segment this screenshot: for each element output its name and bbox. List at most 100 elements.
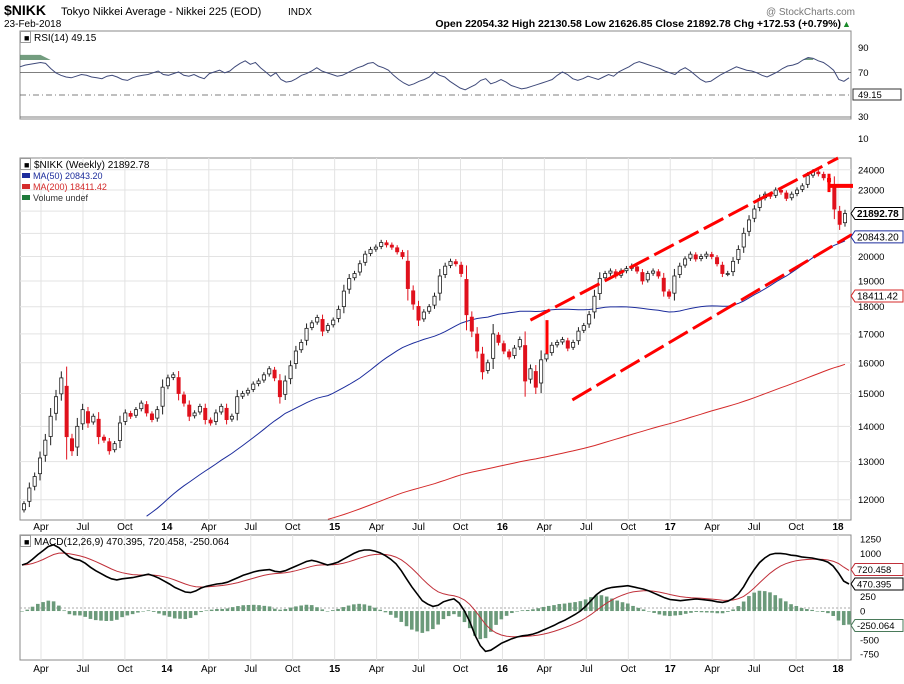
macd-hist-bar [346,605,351,612]
candle-body [336,308,341,319]
price-settings-icon[interactable] [20,158,31,170]
macd-hist-bar [710,611,714,613]
x-tick-label: Oct [621,664,637,675]
candle-body [608,270,613,274]
candle-body [283,380,288,395]
macd-hist-bar [394,611,398,618]
macd-hist-bar [815,611,820,612]
rsi-panel: ■ RSI(14) 49.15 90 70 49.15 30 10 [19,30,902,145]
x-tick-label: Jul [244,664,257,675]
candle-body [432,295,437,306]
macd-hist-bar [172,611,177,619]
x-tick-label: Apr [33,664,49,675]
macd-hist-bar [510,611,514,614]
macd-hist-bar [373,607,377,612]
macd-hist-bar [341,607,346,612]
x-tick-label: 14 [161,522,173,533]
macd-hist-bar [420,611,425,633]
macd-hist-bar [72,611,77,616]
candle-body [405,260,410,289]
candle-body [395,247,400,253]
macd-hist-bar [83,611,88,617]
macd-hist-bar [409,611,414,630]
trend-channel [529,156,853,402]
macd-hist-bar [641,609,646,612]
rsi-tick-90: 90 [858,43,869,54]
macd-hist-bar [78,611,82,616]
price-candles [21,169,848,513]
candle-body [725,273,730,275]
candle-body [789,193,794,199]
macd-hist-bar [841,611,846,626]
candle-body [645,273,650,281]
price-frame [19,157,852,521]
x-tick-label: 16 [497,522,509,533]
macd-hist-bar [357,603,361,612]
macd-hist-bar [109,611,114,621]
candle-body [843,213,848,224]
macd-hist-bar [99,611,103,621]
candle-body [309,322,314,328]
price-tick-label: 12000 [858,495,884,506]
macd-hist-bar [568,602,572,612]
macd-hist-bar [93,611,98,621]
rsi-tick-30: 30 [858,112,869,123]
macd-hist-bar [783,601,788,612]
price-tick-label: 20000 [858,252,884,263]
candle-body [565,340,570,349]
x-tick-label: Oct [285,664,301,675]
price-settings-glyph: ■ [24,160,29,170]
candle-body [331,319,336,326]
x-tick-label: Oct [453,664,469,675]
macd-hist-bar [136,611,140,613]
candle-body [784,192,789,199]
candle-body [32,476,37,487]
macd-hist-bar [309,605,314,612]
macd-settings-icon[interactable] [20,535,31,547]
macd-label: MACD(12,26,9) 470.395, 720.458, -250.064 [34,537,230,548]
macd-hist-bar [204,610,209,612]
macd-hist-bar [30,606,35,612]
candle-body [368,249,373,254]
candle-body [469,316,474,332]
candle-body [453,261,458,265]
x-tick-label: 14 [161,664,173,675]
candle-body [277,380,282,398]
candle-body [731,260,736,273]
macd-hist-bar [631,605,635,612]
macd-hist-bar [541,606,546,612]
macd-value-badge [850,577,904,591]
candle-body [181,394,186,404]
x-tick-label: Jul [412,664,425,675]
x-tick-label: Jul [244,522,257,533]
macd-hist-bar [441,611,446,620]
macd-histogram [20,590,851,640]
macd-hist-bar [525,609,530,612]
x-tick-label: 18 [832,664,844,675]
candle-body [683,258,688,266]
macd-hist-bar [257,605,261,612]
ma50-legend: MA(50) 20843.20 [33,171,103,181]
macd-tick-label: 250 [860,592,876,603]
macd-hist-bar [662,611,667,616]
macd-hist-bar [388,611,393,615]
macd-hist-bar [736,606,741,612]
macd-hist-bar [747,596,751,612]
price-tick-label: 24000 [858,165,884,176]
rsi-settings-icon[interactable] [20,31,31,43]
candle-body [187,404,192,417]
macd-hist-bar [378,609,382,612]
candle-body [320,319,325,332]
macd-hist-bar [599,595,604,612]
candle-body [704,253,709,257]
x-tick-label: Jul [412,522,425,533]
macd-frame [19,534,852,661]
candle-body [459,264,464,274]
candle-body [352,273,357,279]
macd-hist-bar [536,608,541,612]
x-tick-label: Apr [537,522,553,533]
candle-body [736,249,741,260]
candle-body [341,290,346,307]
candle-body [171,374,176,378]
candle-body [464,279,469,316]
